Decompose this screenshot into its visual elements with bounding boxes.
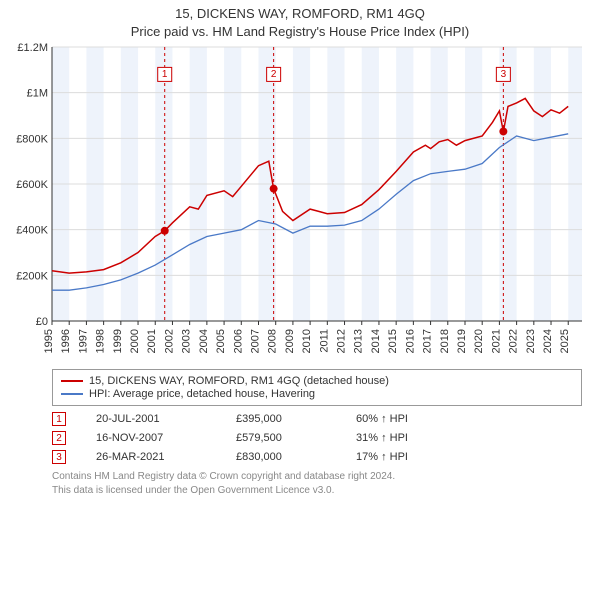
legend-label: HPI: Average price, detached house, Have… [89, 388, 315, 400]
svg-text:2019: 2019 [456, 329, 468, 353]
price-chart: £0 £200K £400K £600K £800K £1M £1.2M 1995 1996 19… [10, 43, 590, 363]
event-date: 16-NOV-2007 [96, 432, 206, 444]
svg-text:2014: 2014 [370, 329, 382, 353]
chart-title-subtitle: Price paid vs. HM Land Registry's House … [10, 24, 590, 39]
svg-text:2023: 2023 [525, 329, 537, 353]
event-row: 1 20-JUL-2001 £395,000 60% ↑ HPI [52, 412, 582, 426]
svg-text:2003: 2003 [181, 329, 193, 353]
chart-svg: £0 £200K £400K £600K £800K £1M £1.2M 1995 1996 19… [10, 43, 590, 363]
events-table: 1 20-JUL-2001 £395,000 60% ↑ HPI 2 16-NOV-200… [52, 412, 582, 464]
legend-label: 15, DICKENS WAY, ROMFORD, RM1 4GQ (detac… [89, 375, 389, 387]
event-date: 26-MAR-2021 [96, 451, 206, 463]
svg-text:2004: 2004 [198, 329, 210, 353]
chart-title-address: 15, DICKENS WAY, ROMFORD, RM1 4GQ [10, 6, 590, 21]
svg-text:1998: 1998 [95, 329, 107, 353]
legend-swatch [61, 393, 83, 395]
svg-text:£1M: £1M [27, 88, 48, 100]
svg-text:2012: 2012 [336, 329, 348, 353]
event-badge: 1 [52, 412, 66, 426]
svg-text:2022: 2022 [508, 329, 520, 353]
svg-text:2018: 2018 [439, 329, 451, 353]
svg-text:2009: 2009 [284, 329, 296, 353]
svg-text:2017: 2017 [422, 329, 434, 353]
footer-line2: This data is licensed under the Open Gov… [52, 484, 582, 498]
legend-item: HPI: Average price, detached house, Have… [61, 388, 573, 400]
svg-text:£800K: £800K [16, 133, 48, 145]
event-badge: 3 [52, 450, 66, 464]
svg-text:2016: 2016 [404, 329, 416, 353]
svg-text:2015: 2015 [387, 329, 399, 353]
svg-text:2024: 2024 [542, 329, 554, 353]
event-hpi: 17% ↑ HPI [356, 451, 476, 463]
event-hpi: 60% ↑ HPI [356, 413, 476, 425]
svg-text:£1.2M: £1.2M [17, 43, 48, 54]
svg-text:2006: 2006 [232, 329, 244, 353]
svg-text:2001: 2001 [146, 329, 158, 353]
svg-text:2: 2 [271, 69, 277, 80]
svg-text:2002: 2002 [163, 329, 175, 353]
event-date: 20-JUL-2001 [96, 413, 206, 425]
svg-text:1995: 1995 [43, 329, 55, 353]
svg-text:2000: 2000 [129, 329, 141, 353]
footer-attribution: Contains HM Land Registry data © Crown c… [52, 470, 582, 497]
svg-text:2025: 2025 [559, 329, 571, 353]
svg-text:2011: 2011 [318, 329, 330, 353]
svg-text:1999: 1999 [112, 329, 124, 353]
event-hpi: 31% ↑ HPI [356, 432, 476, 444]
event-price: £579,500 [236, 432, 326, 444]
svg-text:£600K: £600K [16, 179, 48, 191]
svg-text:2021: 2021 [490, 329, 502, 353]
svg-text:1: 1 [162, 69, 168, 80]
legend-item: 15, DICKENS WAY, ROMFORD, RM1 4GQ (detac… [61, 375, 573, 387]
event-price: £395,000 [236, 413, 326, 425]
legend: 15, DICKENS WAY, ROMFORD, RM1 4GQ (detac… [52, 369, 582, 406]
svg-text:2010: 2010 [301, 329, 313, 353]
legend-swatch [61, 380, 83, 382]
svg-text:£200K: £200K [16, 270, 48, 282]
svg-text:£0: £0 [36, 316, 48, 328]
event-row: 2 16-NOV-2007 £579,500 31% ↑ HPI [52, 431, 582, 445]
svg-text:2007: 2007 [249, 329, 261, 353]
svg-text:1996: 1996 [60, 329, 72, 353]
svg-text:2020: 2020 [473, 329, 485, 353]
event-badge: 2 [52, 431, 66, 445]
event-price: £830,000 [236, 451, 326, 463]
footer-line1: Contains HM Land Registry data © Crown c… [52, 470, 582, 484]
svg-text:2005: 2005 [215, 329, 227, 353]
svg-text:3: 3 [501, 69, 507, 80]
svg-text:1997: 1997 [77, 329, 89, 353]
svg-text:2013: 2013 [353, 329, 365, 353]
event-row: 3 26-MAR-2021 £830,000 17% ↑ HPI [52, 450, 582, 464]
svg-text:2008: 2008 [267, 329, 279, 353]
svg-text:£400K: £400K [16, 225, 48, 237]
